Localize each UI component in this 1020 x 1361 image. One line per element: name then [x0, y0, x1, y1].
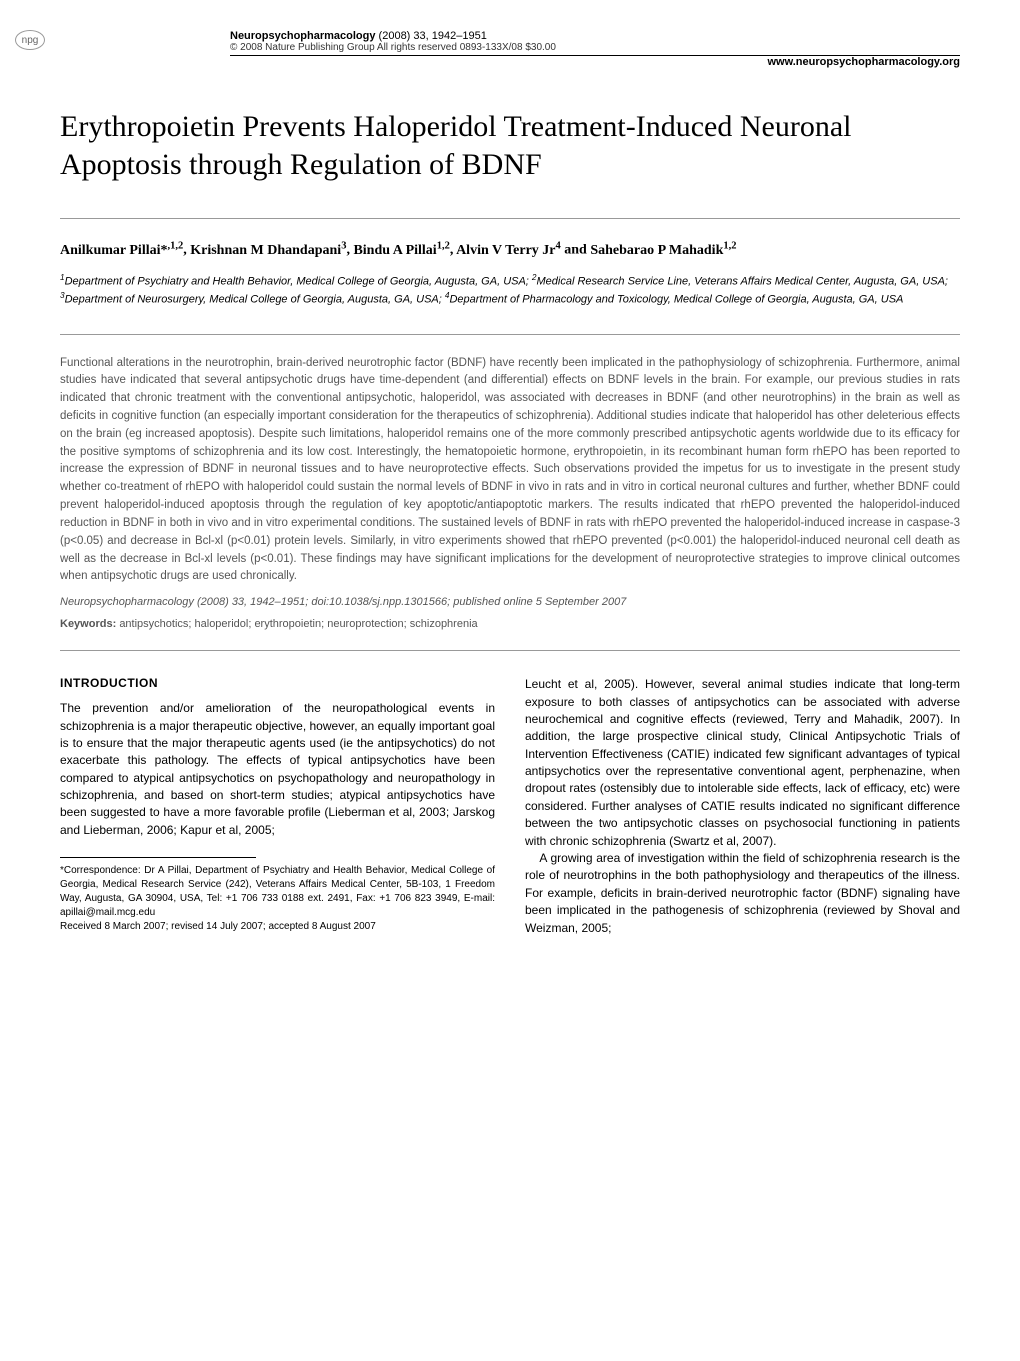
abstract-top-rule — [60, 334, 960, 335]
keywords-label: Keywords: — [60, 618, 116, 630]
keywords-line: Keywords: antipsychotics; haloperidol; e… — [60, 618, 960, 630]
intro-paragraph-3: A growing area of investigation within t… — [525, 850, 960, 937]
intro-paragraph-1: The prevention and/or amelioration of th… — [60, 700, 495, 839]
received-footnote: Received 8 March 2007; revised 14 July 2… — [60, 920, 495, 934]
intro-paragraph-2: Leucht et al, 2005). However, several an… — [525, 676, 960, 850]
copyright-line: © 2008 Nature Publishing Group All right… — [230, 42, 960, 53]
author-4: Alvin V Terry Jr4 — [456, 243, 561, 258]
journal-reference-line: Neuropsychopharmacology (2008) 33, 1942–… — [230, 30, 960, 42]
abstract-bottom-rule — [60, 650, 960, 651]
author-5: Sahebarao P Mahadik1,2 — [590, 243, 736, 258]
keywords-values: antipsychotics; haloperidol; erythropoie… — [119, 618, 477, 630]
author-2: Krishnan M Dhandapani3 — [190, 243, 346, 258]
journal-header: npg Neuropsychopharmacology (2008) 33, 1… — [60, 30, 960, 68]
introduction-heading: INTRODUCTION — [60, 676, 495, 690]
affiliations: 1Department of Psychiatry and Health Beh… — [60, 272, 960, 308]
body-columns: INTRODUCTION The prevention and/or ameli… — [60, 676, 960, 937]
author-list: Anilkumar Pillai*,1,2, Krishnan M Dhanda… — [60, 239, 960, 260]
footnote-rule — [60, 857, 256, 858]
citation-info: Neuropsychopharmacology (2008) 33, 1942–… — [60, 596, 960, 608]
title-rule — [60, 218, 960, 219]
left-column: INTRODUCTION The prevention and/or ameli… — [60, 676, 495, 937]
year-volume-pages: (2008) 33, 1942–1951 — [379, 30, 487, 42]
author-1: Anilkumar Pillai*,1,2 — [60, 243, 183, 258]
journal-website: www.neuropsychopharmacology.org — [60, 56, 960, 68]
publisher-logo: npg — [15, 30, 45, 50]
journal-name: Neuropsychopharmacology — [230, 30, 375, 42]
right-column: Leucht et al, 2005). However, several an… — [525, 676, 960, 937]
article-title: Erythropoietin Prevents Haloperidol Trea… — [60, 108, 960, 183]
abstract-text: Functional alterations in the neurotroph… — [60, 355, 960, 587]
author-3: Bindu A Pillai1,2 — [353, 243, 449, 258]
correspondence-footnote: *Correspondence: Dr A Pillai, Department… — [60, 864, 495, 920]
